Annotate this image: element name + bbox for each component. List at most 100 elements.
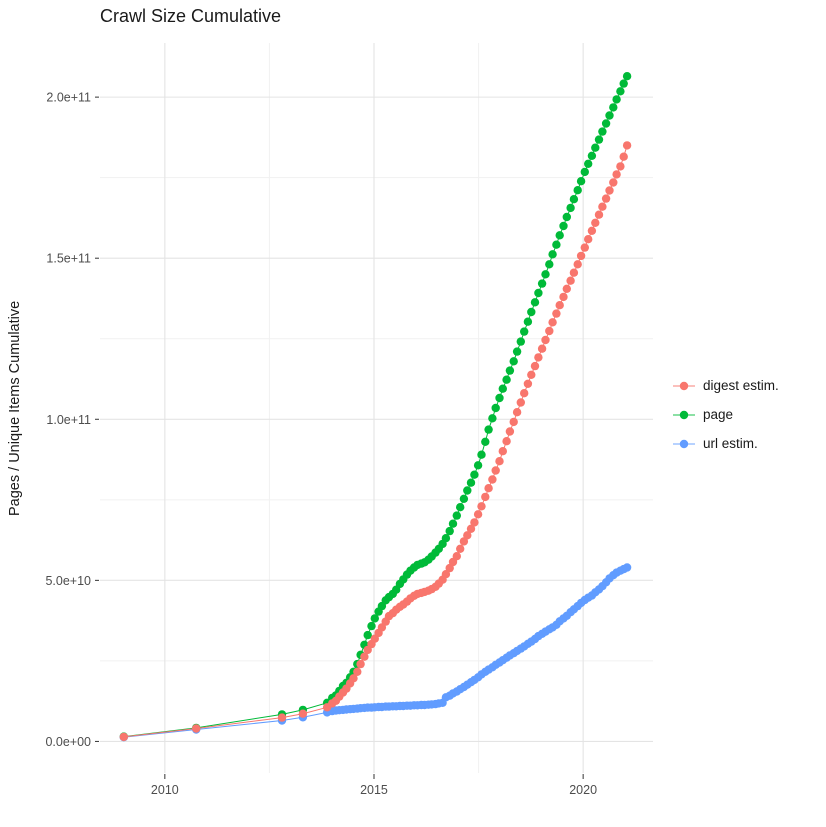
series-url-estim	[119, 563, 632, 742]
y-axis-title: Pages / Unique Items Cumulative	[7, 300, 23, 516]
data-point	[523, 379, 533, 388]
y-tick-label: 5.0e+10	[45, 574, 91, 588]
data-point	[481, 492, 490, 502]
data-point	[562, 284, 571, 293]
x-tick-label: 2020	[569, 783, 597, 797]
data-point	[616, 87, 625, 96]
data-point	[587, 151, 597, 160]
data-point	[119, 732, 128, 742]
y-tick-label: 1.5e+11	[46, 252, 91, 266]
data-point	[559, 221, 568, 231]
legend-label: digest estim.	[703, 378, 779, 393]
legend-label: page	[703, 407, 734, 422]
data-point	[530, 361, 540, 371]
data-point	[601, 194, 611, 203]
data-point	[569, 195, 579, 204]
data-point	[356, 659, 365, 669]
legend-key-dot	[679, 410, 689, 419]
legend-item-digest-estim: digest estim.	[672, 378, 779, 393]
legend-label: url estim.	[703, 436, 758, 451]
data-point	[587, 226, 597, 235]
data-point	[534, 288, 543, 298]
data-point	[509, 357, 518, 366]
data-point	[622, 563, 632, 572]
data-point	[509, 417, 518, 427]
data-point	[363, 630, 372, 640]
data-point	[473, 510, 483, 519]
data-point	[527, 307, 536, 317]
data-point	[609, 178, 618, 187]
data-point	[584, 159, 593, 168]
data-point	[488, 414, 497, 423]
y-tick-label: 1.0e+11	[46, 413, 91, 427]
series-line	[123, 567, 628, 738]
data-point	[441, 570, 451, 579]
data-point	[520, 327, 529, 336]
chart-title: Crawl Size Cumulative	[100, 6, 282, 26]
data-point	[512, 347, 522, 356]
data-point	[541, 270, 550, 279]
data-point	[353, 667, 362, 676]
data-point	[520, 389, 529, 398]
data-point	[601, 119, 611, 128]
data-point	[523, 317, 533, 326]
data-point	[598, 202, 607, 211]
data-point	[616, 162, 625, 171]
data-point	[484, 425, 493, 434]
data-point	[466, 478, 476, 487]
data-point	[619, 79, 628, 88]
data-point	[591, 218, 600, 227]
series-line	[123, 145, 628, 738]
legend-key-icon	[673, 381, 695, 390]
data-point	[495, 457, 504, 466]
data-point	[298, 709, 308, 718]
data-point	[277, 713, 287, 722]
data-point	[498, 384, 507, 393]
data-point	[491, 403, 500, 413]
data-point	[555, 301, 564, 310]
legend-item-url-estim: url estim.	[672, 436, 779, 451]
data-point	[622, 72, 632, 81]
data-point	[470, 470, 479, 479]
legend: digest estim. page url estim.	[672, 378, 779, 451]
data-point	[484, 484, 493, 493]
data-point	[491, 466, 500, 475]
data-point	[463, 531, 472, 540]
data-point	[566, 276, 575, 285]
data-point	[555, 231, 564, 240]
data-point	[498, 447, 507, 456]
data-point	[477, 450, 486, 459]
series-digest-estim	[119, 141, 632, 742]
data-point	[466, 524, 476, 533]
data-point	[622, 141, 632, 150]
data-point	[516, 398, 525, 407]
data-point	[552, 240, 561, 249]
data-point	[445, 526, 454, 536]
data-point	[545, 326, 554, 336]
data-point	[192, 724, 201, 733]
data-point	[473, 461, 483, 470]
legend-key-dot	[679, 439, 689, 448]
data-point	[505, 427, 515, 436]
data-point	[452, 552, 461, 561]
data-point	[360, 652, 369, 661]
data-point	[530, 298, 540, 307]
data-point	[441, 534, 451, 543]
data-point	[569, 268, 579, 277]
data-point	[534, 353, 543, 362]
data-point	[448, 519, 458, 528]
data-point	[548, 318, 557, 327]
legend-key-icon	[673, 410, 695, 419]
data-point	[573, 186, 582, 195]
data-point	[576, 251, 586, 261]
data-point	[516, 337, 525, 346]
x-tick-label: 2015	[360, 783, 388, 797]
data-point	[470, 518, 479, 527]
data-point	[459, 494, 469, 503]
data-point	[580, 167, 589, 177]
legend-key-icon	[673, 439, 695, 448]
data-point	[598, 127, 607, 136]
data-point	[537, 344, 547, 353]
data-point	[612, 95, 621, 104]
